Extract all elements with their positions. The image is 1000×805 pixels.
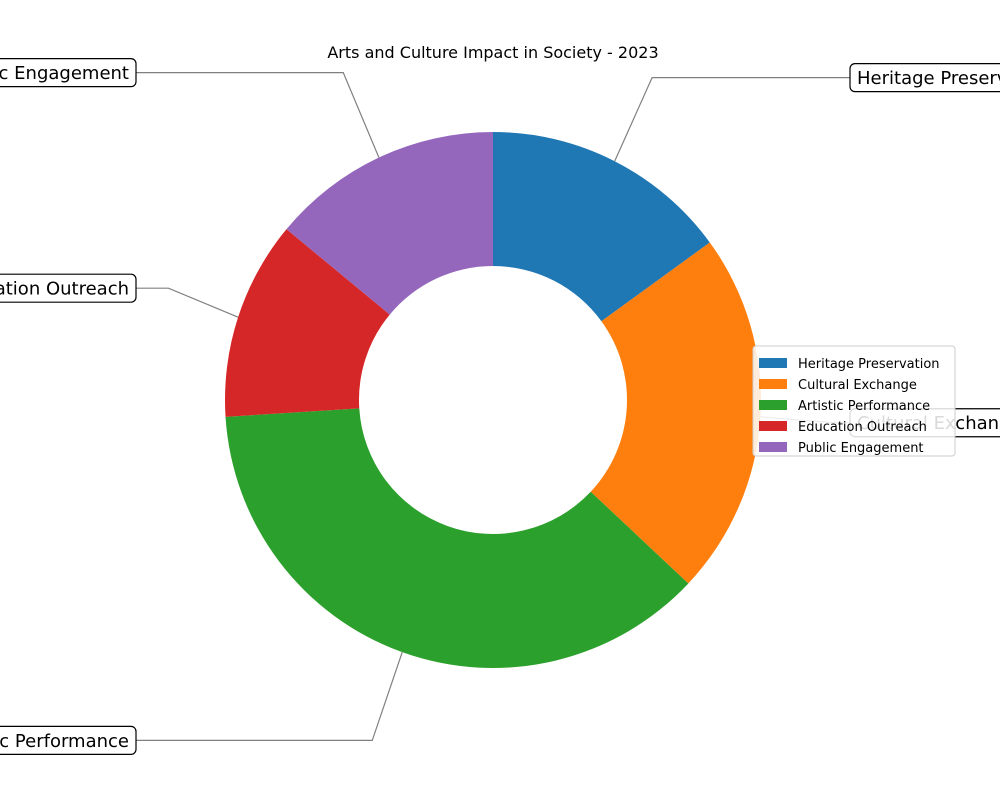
callout-box [0, 58, 137, 88]
chart-title: Arts and Culture Impact in Society - 202… [327, 43, 658, 62]
leader-line-heritage-preservation [614, 77, 850, 162]
callout-label: Public Engagement [0, 63, 129, 84]
leader-line-public-engagement [136, 72, 380, 158]
legend-swatch [759, 421, 787, 431]
leader-line-artistic-performance [136, 651, 403, 742]
legend-item-heritage-preservation: Heritage Preservation [759, 357, 940, 372]
legend-label: Education Outreach [798, 420, 927, 435]
callout-heritage-preservation: Heritage Preservation [849, 63, 1000, 93]
legend-label: Public Engagement [798, 441, 924, 456]
legend-item-public-engagement: Public Engagement [759, 441, 924, 456]
legend-swatch [759, 379, 787, 389]
slice-public-engagement [286, 132, 493, 315]
slice-education-outreach [224, 229, 390, 417]
leader-line-education-outreach [136, 287, 239, 318]
legend-frame [752, 345, 956, 457]
legend-label: Cultural Exchange [798, 378, 917, 393]
legend-label: Artistic Performance [798, 399, 930, 414]
callout-box [849, 63, 1000, 93]
legend-label: Heritage Preservation [798, 357, 940, 372]
callout-label: Artistic Performance [0, 731, 129, 752]
callout-box [0, 273, 137, 303]
legend-item-cultural-exchange: Cultural Exchange [759, 378, 917, 393]
legend-swatch [759, 442, 787, 452]
callout-artistic-performance: Artistic Performance [0, 725, 137, 756]
legend-swatch [759, 358, 787, 368]
slices-group [224, 132, 761, 668]
slice-cultural-exchange [590, 242, 761, 584]
slice-heritage-preservation [493, 132, 710, 322]
callout-education-outreach: Education Outreach [0, 273, 137, 303]
callout-public-engagement: Public Engagement [0, 58, 137, 88]
legend-item-education-outreach: Education Outreach [759, 420, 927, 435]
callout-box [0, 725, 137, 756]
legend-item-artistic-performance: Artistic Performance [759, 399, 930, 414]
callout-label: Heritage Preservation [857, 68, 1000, 89]
callout-label: Education Outreach [0, 279, 129, 300]
legend-swatch [759, 400, 787, 410]
legend: Heritage Preservation Cultural Exchange Ar… [752, 345, 956, 457]
slice-artistic-performance [225, 408, 689, 668]
